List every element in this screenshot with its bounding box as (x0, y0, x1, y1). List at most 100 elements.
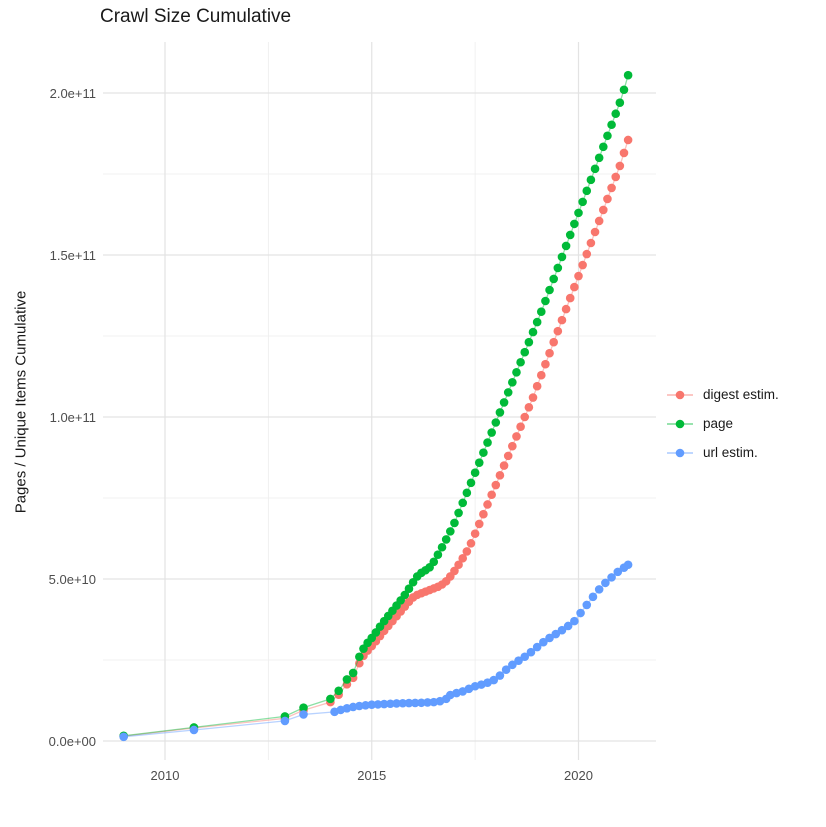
data-point (557, 252, 567, 262)
data-point (514, 656, 523, 665)
data-point (437, 542, 447, 552)
data-point (280, 716, 290, 726)
data-point (441, 535, 451, 544)
data-point (470, 468, 480, 478)
data-point (623, 560, 633, 570)
data-point (607, 573, 616, 582)
legend-key-icon (667, 390, 693, 399)
data-point (458, 498, 468, 508)
data-point (398, 698, 408, 708)
data-point (516, 422, 525, 432)
legend-label: url estim. (703, 445, 758, 460)
data-point (503, 451, 513, 461)
data-point (588, 592, 598, 602)
data-point (549, 274, 558, 284)
data-point (355, 658, 364, 668)
data-point (508, 378, 517, 387)
data-point (576, 608, 585, 618)
legend-item: page (666, 409, 779, 438)
y-tick-label: 1.0e+11 (49, 410, 96, 425)
legend-label: digest estim. (703, 387, 779, 402)
data-point (404, 698, 414, 708)
data-point (417, 698, 426, 708)
data-point (599, 142, 608, 152)
legend-key-icon (667, 448, 693, 457)
data-point (586, 238, 596, 248)
data-point (499, 398, 509, 407)
data-point (613, 567, 623, 577)
data-point (594, 153, 604, 163)
data-point (570, 616, 579, 626)
data-point (355, 652, 364, 662)
data-point (582, 249, 592, 259)
data-point (299, 710, 308, 719)
legend-key-point (675, 448, 685, 457)
data-point (599, 205, 608, 215)
data-point (619, 85, 629, 95)
data-point (400, 590, 410, 600)
data-point (474, 458, 484, 467)
data-point (404, 584, 414, 594)
data-point (553, 326, 563, 336)
data-point (470, 529, 480, 538)
data-point (570, 219, 579, 229)
data-point (623, 135, 633, 145)
chart-title: Crawl Size Cumulative (100, 6, 292, 27)
data-point (539, 637, 548, 647)
data-point (361, 701, 370, 710)
data-point (508, 660, 517, 670)
data-point (611, 172, 621, 182)
data-point (532, 381, 542, 391)
data-point (520, 347, 530, 357)
data-point (474, 519, 484, 529)
data-point (594, 216, 604, 226)
data-point (541, 296, 550, 306)
data-point (512, 367, 521, 377)
data-point (574, 208, 583, 218)
data-point (594, 585, 604, 594)
data-point (524, 337, 534, 347)
data-point (342, 675, 352, 684)
data-point (454, 560, 463, 570)
data-point (532, 642, 542, 652)
x-tick-label: 2020 (564, 768, 593, 783)
y-tick-label: 2.0e+11 (49, 86, 96, 101)
data-point (479, 448, 488, 457)
data-point (601, 578, 610, 588)
data-point (549, 337, 558, 347)
data-point (526, 647, 536, 657)
data-point (326, 694, 335, 704)
data-point (590, 227, 600, 237)
data-point (373, 700, 383, 709)
data-point (508, 441, 517, 451)
data-point (615, 161, 625, 171)
data-point (586, 175, 596, 185)
data-point (454, 508, 463, 518)
data-point (423, 698, 432, 707)
data-point (532, 317, 542, 327)
data-point (487, 428, 496, 437)
data-point (392, 699, 401, 708)
data-point (479, 509, 488, 519)
data-point (462, 488, 472, 498)
y-tick-label: 5.0e+10 (48, 572, 96, 587)
legend-item: digest estim. (666, 380, 779, 409)
data-point (512, 432, 521, 441)
y-axis-title: Pages / Unique Items Cumulative (12, 290, 30, 514)
series-line-url-estim- (123, 564, 629, 738)
x-tick-label: 2015 (357, 768, 387, 783)
data-point (619, 148, 629, 158)
data-point (524, 402, 534, 412)
data-point (565, 293, 575, 303)
data-point (561, 241, 571, 251)
data-point (299, 703, 308, 712)
data-point (119, 732, 128, 742)
data-point (516, 357, 525, 367)
data-point (433, 550, 443, 559)
data-point (446, 527, 455, 536)
data-point (603, 194, 612, 204)
data-point (565, 230, 575, 240)
x-tick-label: 2010 (150, 768, 180, 783)
data-point (410, 698, 420, 708)
